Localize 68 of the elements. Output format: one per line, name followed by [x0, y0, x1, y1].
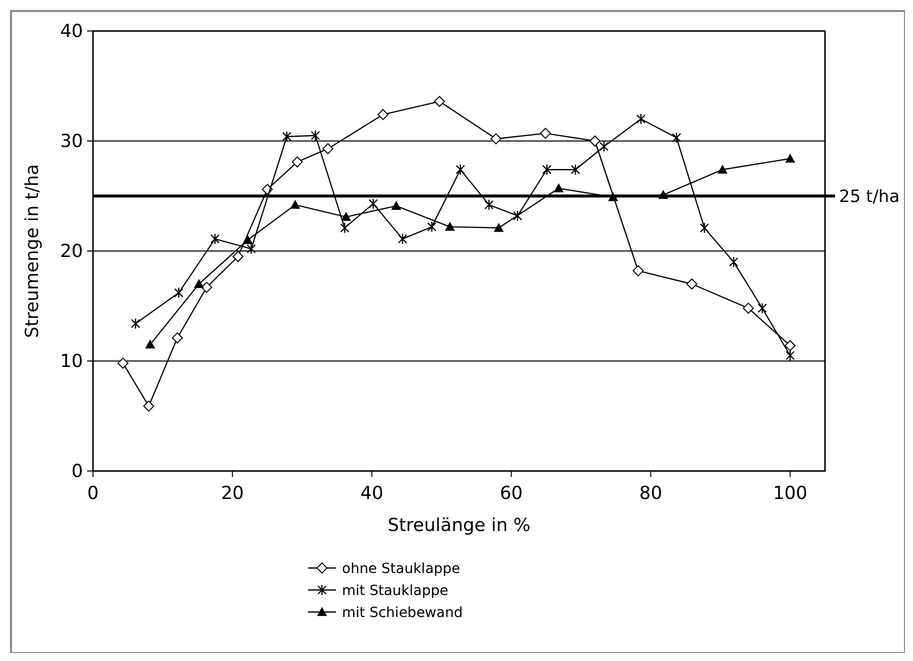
point: [242, 235, 253, 244]
point: [398, 233, 408, 244]
point: [785, 154, 796, 163]
y-tick-label: 10: [60, 351, 83, 372]
x-tick-label: 20: [220, 483, 244, 504]
x-tick-label: 40: [360, 483, 384, 504]
y-tick-label: 30: [60, 131, 83, 152]
point: [786, 350, 795, 362]
point: [232, 251, 244, 262]
point: [742, 302, 754, 314]
point: [201, 282, 212, 293]
point: [210, 233, 220, 244]
x-axis-title: Streulänge in %: [388, 515, 530, 536]
point: [494, 222, 504, 232]
point: [130, 318, 140, 330]
legend-label: mit Schiebewand: [342, 605, 463, 621]
point: [700, 222, 709, 234]
point: [427, 221, 436, 232]
point: [784, 340, 796, 352]
point: [608, 192, 618, 202]
point: [758, 302, 767, 314]
y-tick-label: 40: [60, 21, 83, 42]
point: [554, 183, 564, 192]
point: [290, 200, 300, 209]
point: [174, 287, 184, 298]
point: [282, 131, 292, 142]
point: [341, 212, 352, 221]
point: [636, 113, 646, 125]
point: [542, 164, 552, 176]
point: [143, 400, 154, 412]
point: [570, 164, 580, 176]
x-tick-label: 60: [500, 483, 523, 504]
x-tick-label: 80: [639, 483, 662, 504]
point: [512, 210, 522, 222]
point: [368, 198, 378, 210]
point: [632, 265, 644, 276]
y-axis-title: Streumenge in t/ha: [22, 164, 43, 338]
point: [322, 143, 334, 154]
point: [434, 96, 445, 107]
legend-label: ohne Stauklappe: [342, 561, 460, 577]
point: [444, 222, 455, 231]
x-tick-label: 100: [772, 483, 808, 504]
x-tick-label: 0: [87, 483, 99, 504]
point: [589, 136, 600, 146]
point: [490, 133, 502, 144]
point: [292, 156, 303, 168]
point: [718, 164, 728, 174]
point: [117, 358, 128, 369]
point: [456, 164, 465, 176]
point: [172, 332, 183, 344]
point: [672, 132, 682, 144]
point: [194, 279, 204, 288]
ref-line-label: 25 t/ha: [839, 187, 900, 207]
legend-label: mit Stauklappe: [342, 583, 448, 599]
point: [484, 199, 494, 210]
point: [540, 128, 551, 139]
point: [340, 222, 350, 234]
point: [658, 190, 668, 199]
point: [391, 200, 402, 210]
point: [246, 243, 256, 254]
point: [686, 278, 698, 290]
point: [729, 256, 738, 268]
y-tick-label: 0: [72, 461, 83, 482]
y-tick-label: 20: [60, 241, 83, 262]
point: [310, 130, 320, 142]
point: [599, 140, 609, 152]
point: [145, 340, 156, 348]
point: [378, 109, 389, 120]
